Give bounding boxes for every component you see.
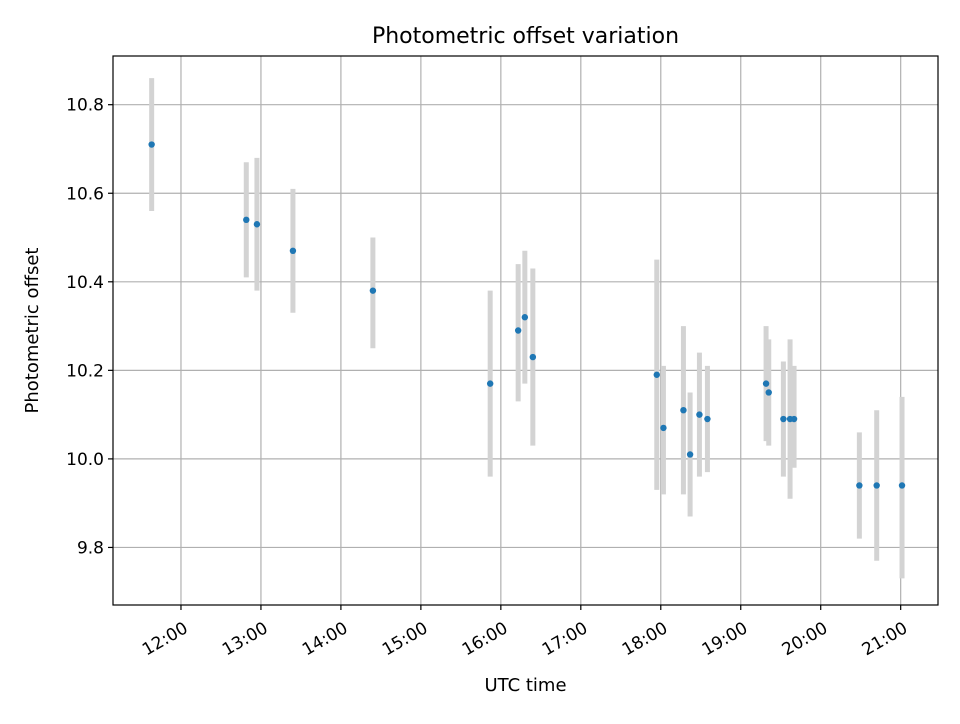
y-axis-label: Photometric offset bbox=[22, 248, 43, 414]
y-tick-label: 10.6 bbox=[66, 184, 104, 204]
data-point bbox=[762, 380, 770, 387]
data-point bbox=[696, 411, 703, 418]
data-point bbox=[243, 216, 250, 224]
data-point bbox=[253, 221, 261, 228]
data-point bbox=[856, 482, 863, 489]
chart-title: Photometric offset variation bbox=[372, 24, 679, 49]
x-axis-label: UTC time bbox=[484, 675, 566, 696]
data-point bbox=[486, 380, 494, 387]
data-point bbox=[369, 287, 377, 294]
data-point bbox=[704, 415, 711, 423]
data-point bbox=[529, 353, 537, 361]
x-tick-label: 16:00 bbox=[459, 618, 511, 660]
x-tick-label: 14:00 bbox=[299, 618, 351, 660]
data-point bbox=[148, 141, 155, 148]
x-tick-label: 20:00 bbox=[779, 618, 831, 660]
data-point bbox=[514, 327, 522, 334]
y-tick-label: 10.8 bbox=[66, 96, 104, 116]
x-tick-label: 17:00 bbox=[539, 618, 591, 660]
data-point bbox=[873, 482, 880, 489]
y-tick-label: 10.4 bbox=[66, 273, 104, 293]
data-point bbox=[765, 389, 772, 396]
data-point bbox=[521, 314, 529, 321]
y-tick-label: 9.8 bbox=[77, 538, 104, 558]
errorbar-layer bbox=[149, 78, 905, 579]
data-point bbox=[653, 371, 660, 378]
x-tick-label: 15:00 bbox=[379, 618, 431, 660]
data-point bbox=[680, 406, 687, 414]
x-tick-label: 21:00 bbox=[859, 618, 911, 660]
data-point bbox=[790, 415, 798, 423]
data-point bbox=[289, 247, 297, 255]
point-layer bbox=[148, 141, 906, 489]
x-tick-label: 19:00 bbox=[699, 618, 751, 660]
data-point bbox=[660, 424, 667, 432]
x-tick-label: 18:00 bbox=[619, 618, 671, 660]
data-point bbox=[898, 482, 906, 489]
data-point bbox=[686, 451, 694, 458]
plot-frame bbox=[112, 55, 939, 606]
x-tick-label: 13:00 bbox=[219, 618, 271, 660]
y-tick-label: 10.2 bbox=[66, 361, 104, 381]
x-tick-label: 12:00 bbox=[139, 618, 191, 660]
data-point bbox=[780, 415, 787, 423]
y-tick-label: 10.0 bbox=[66, 450, 104, 470]
